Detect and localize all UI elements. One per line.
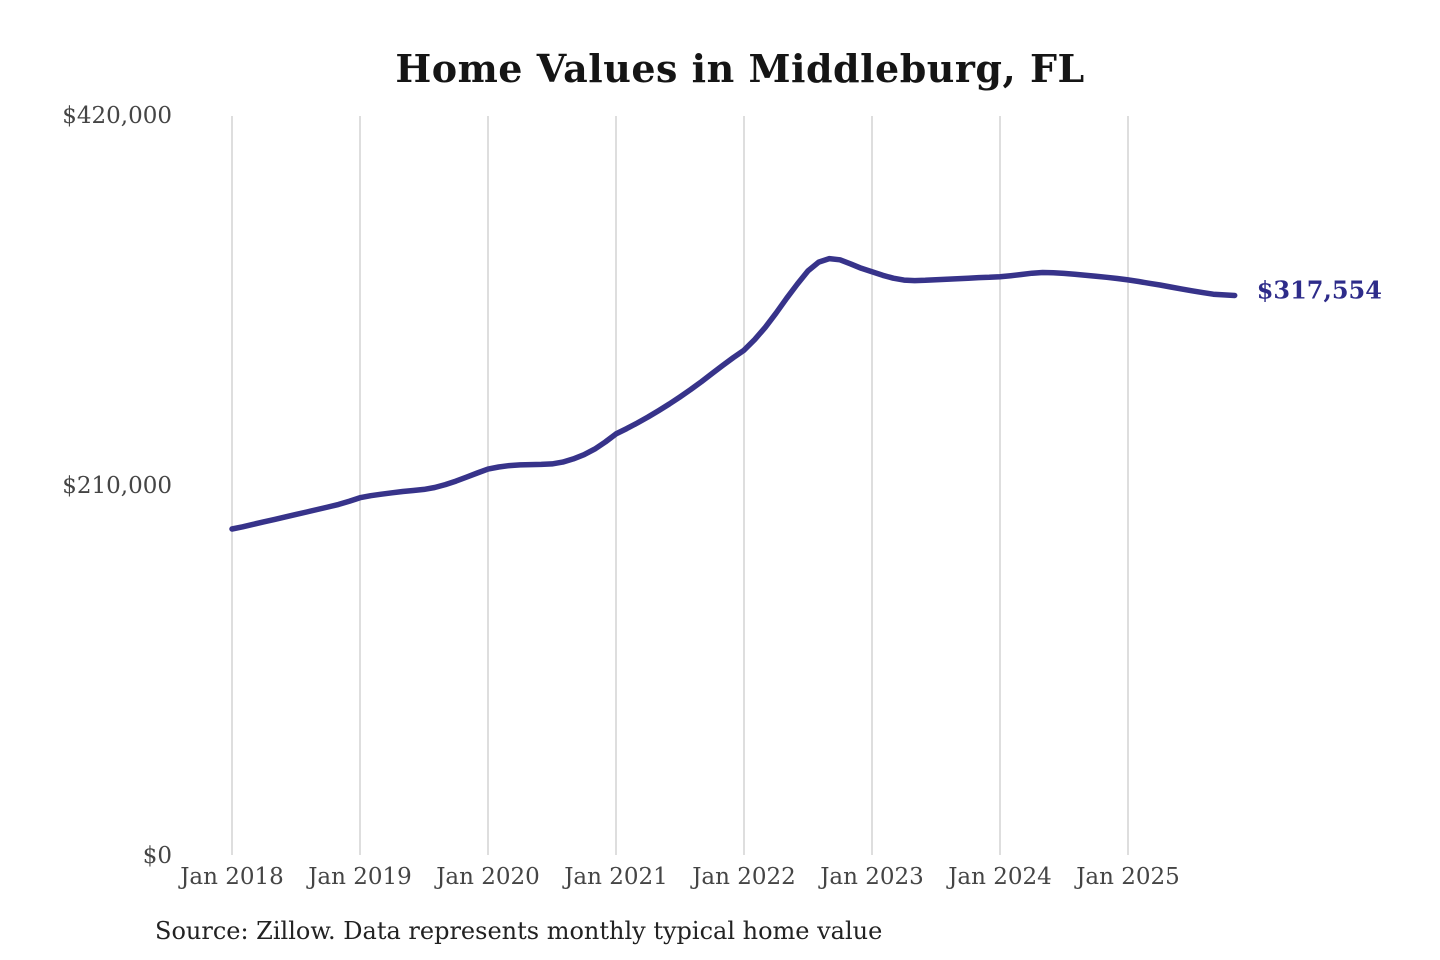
source-note: Source: Zillow. Data represents monthly …	[155, 917, 882, 945]
x-tick-label: Jan 2021	[562, 864, 668, 890]
x-tick-label: Jan 2022	[690, 864, 796, 890]
x-tick-label: Jan 2023	[818, 864, 924, 890]
x-tick-label: Jan 2018	[178, 864, 284, 890]
y-tick-label: $0	[143, 843, 172, 869]
x-tick-label: Jan 2019	[306, 864, 412, 890]
home-value-line	[229, 255, 1238, 532]
y-tick-label: $210,000	[62, 473, 172, 499]
y-tick-label: $420,000	[62, 103, 172, 129]
latest-value-label: $317,554	[1257, 276, 1382, 305]
x-tick-label: Jan 2025	[1074, 864, 1180, 890]
x-tick-label: Jan 2024	[946, 864, 1052, 890]
chart-title: Home Values in Middleburg, FL	[395, 46, 1084, 91]
x-tick-label: Jan 2020	[434, 864, 540, 890]
y-axis-labels: $0 $210,000 $420,000	[62, 103, 172, 869]
gridlines	[231, 116, 1129, 855]
x-axis-labels: Jan 2018 Jan 2019 Jan 2020 Jan 2021 Jan 2022…	[178, 864, 1180, 890]
